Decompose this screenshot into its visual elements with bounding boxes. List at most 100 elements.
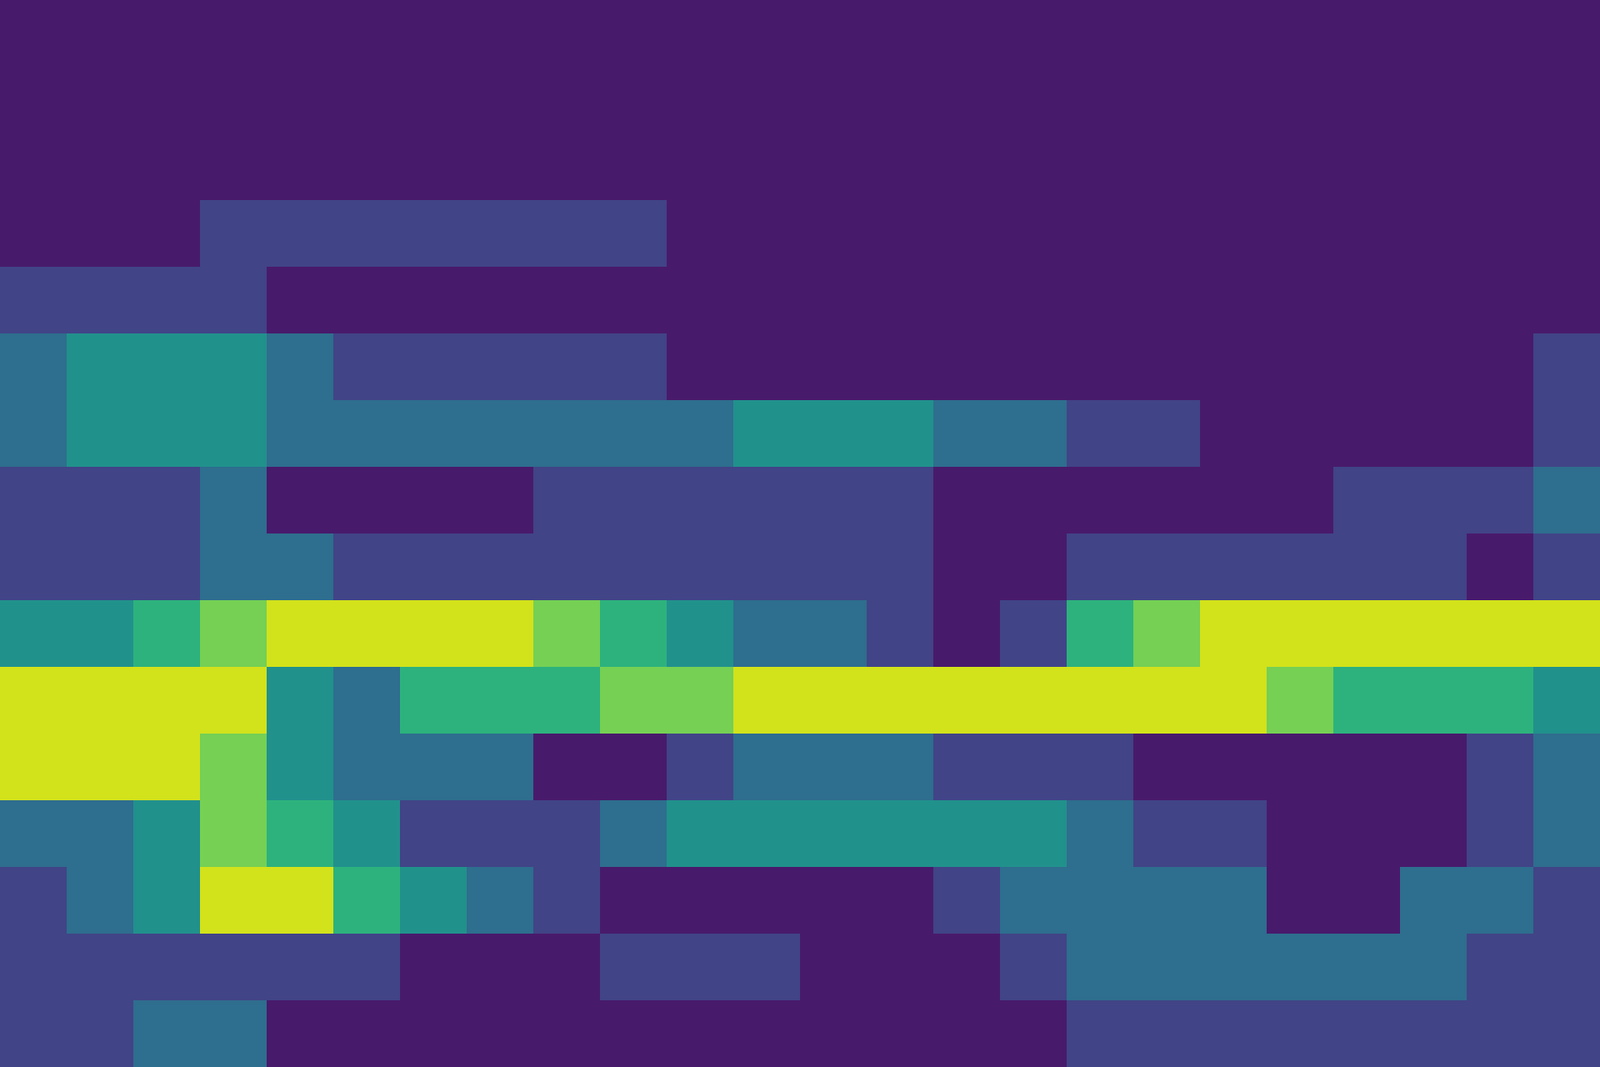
contour-cell bbox=[1000, 466, 1068, 535]
contour-cell bbox=[1000, 866, 1068, 935]
contour-cell bbox=[1333, 600, 1401, 668]
contour-cell bbox=[1000, 800, 1068, 868]
contour-cell bbox=[133, 400, 201, 468]
contour-cell bbox=[1466, 200, 1535, 268]
contour-cell bbox=[733, 133, 801, 201]
contour-cell bbox=[800, 400, 868, 468]
contour-cell bbox=[1466, 533, 1535, 601]
contour-cell bbox=[133, 266, 201, 335]
contour-cell bbox=[666, 1000, 735, 1067]
contour-cell bbox=[933, 666, 1001, 735]
contour-cell bbox=[266, 66, 335, 135]
contour-cell bbox=[333, 266, 401, 335]
contour-cell bbox=[400, 533, 468, 601]
contour-cell bbox=[466, 1000, 535, 1067]
contour-cell bbox=[1266, 466, 1335, 535]
contour-cell bbox=[800, 66, 868, 135]
contour-cell bbox=[666, 533, 735, 601]
contour-cell bbox=[1200, 0, 1268, 68]
contour-cell bbox=[133, 800, 201, 868]
contour-cell bbox=[1533, 133, 1600, 201]
contour-cell bbox=[400, 733, 468, 801]
contour-cell bbox=[800, 333, 868, 401]
contour-cell bbox=[200, 66, 268, 135]
contour-cell bbox=[1200, 666, 1268, 735]
contour-cell bbox=[133, 933, 201, 1001]
contour-cell bbox=[1533, 66, 1600, 135]
contour-cell bbox=[933, 733, 1001, 801]
contour-cell bbox=[1333, 400, 1401, 468]
contour-cell bbox=[1400, 1000, 1468, 1067]
contour-cell bbox=[1266, 866, 1335, 935]
contour-cell bbox=[733, 466, 801, 535]
contour-cell bbox=[800, 0, 868, 68]
contour-cell bbox=[1000, 933, 1068, 1001]
contour-cell bbox=[1333, 533, 1401, 601]
contour-cell bbox=[666, 933, 735, 1001]
contour-cell bbox=[200, 466, 268, 535]
contour-cell bbox=[1200, 733, 1268, 801]
contour-cell bbox=[1466, 933, 1535, 1001]
contour-cell bbox=[1466, 333, 1535, 401]
contour-cell bbox=[1066, 933, 1135, 1001]
contour-cell bbox=[66, 733, 135, 801]
contour-cell bbox=[1400, 666, 1468, 735]
contour-cell bbox=[1266, 66, 1335, 135]
contour-cell bbox=[933, 533, 1001, 601]
contour-cell bbox=[533, 533, 601, 601]
contour-cell bbox=[133, 66, 201, 135]
contour-cell bbox=[333, 666, 401, 735]
contour-cell bbox=[800, 533, 868, 601]
contour-cell bbox=[1466, 666, 1535, 735]
contour-cell bbox=[1333, 266, 1401, 335]
contour-cell bbox=[466, 133, 535, 201]
contour-cell bbox=[1133, 133, 1201, 201]
contour-cell bbox=[333, 200, 401, 268]
contour-cell bbox=[466, 866, 535, 935]
contour-cell bbox=[1333, 133, 1401, 201]
contour-cell bbox=[1133, 1000, 1201, 1067]
contour-cell bbox=[666, 400, 735, 468]
contour-cell bbox=[733, 600, 801, 668]
contour-cell bbox=[200, 800, 268, 868]
contour-cell bbox=[66, 466, 135, 535]
contour-cell bbox=[1000, 66, 1068, 135]
contour-cell bbox=[1400, 600, 1468, 668]
contour-cell bbox=[266, 600, 335, 668]
contour-cell bbox=[200, 0, 268, 68]
contour-cell bbox=[666, 800, 735, 868]
contour-cell bbox=[1133, 400, 1201, 468]
contour-cell bbox=[1333, 800, 1401, 868]
contour-cell bbox=[1466, 733, 1535, 801]
contour-cell bbox=[1133, 200, 1201, 268]
contour-cell bbox=[66, 66, 135, 135]
contour-cell bbox=[533, 266, 601, 335]
contour-cell bbox=[1400, 733, 1468, 801]
contour-cell bbox=[1200, 866, 1268, 935]
contour-cell bbox=[1400, 866, 1468, 935]
contour-cell bbox=[666, 266, 735, 335]
contour-cell bbox=[200, 666, 268, 735]
contour-cell bbox=[1333, 333, 1401, 401]
contour-cell bbox=[1333, 1000, 1401, 1067]
contour-cell bbox=[266, 533, 335, 601]
contour-cell bbox=[533, 733, 601, 801]
contour-cell bbox=[733, 733, 801, 801]
contour-cell bbox=[0, 0, 68, 68]
contour-cell bbox=[533, 66, 601, 135]
contour-cell bbox=[1466, 800, 1535, 868]
contour-cell bbox=[400, 133, 468, 201]
contour-cell bbox=[333, 133, 401, 201]
contour-cell bbox=[800, 866, 868, 935]
contour-cell bbox=[266, 800, 335, 868]
contour-cell bbox=[200, 1000, 268, 1067]
contour-cell bbox=[866, 666, 935, 735]
contour-cell bbox=[533, 133, 601, 201]
contour-cell bbox=[666, 733, 735, 801]
contour-cell bbox=[1533, 466, 1600, 535]
contour-cell bbox=[733, 200, 801, 268]
contour-cell bbox=[1000, 600, 1068, 668]
contour-cell bbox=[266, 400, 335, 468]
contour-cell bbox=[200, 266, 268, 335]
contour-cell bbox=[1400, 133, 1468, 201]
